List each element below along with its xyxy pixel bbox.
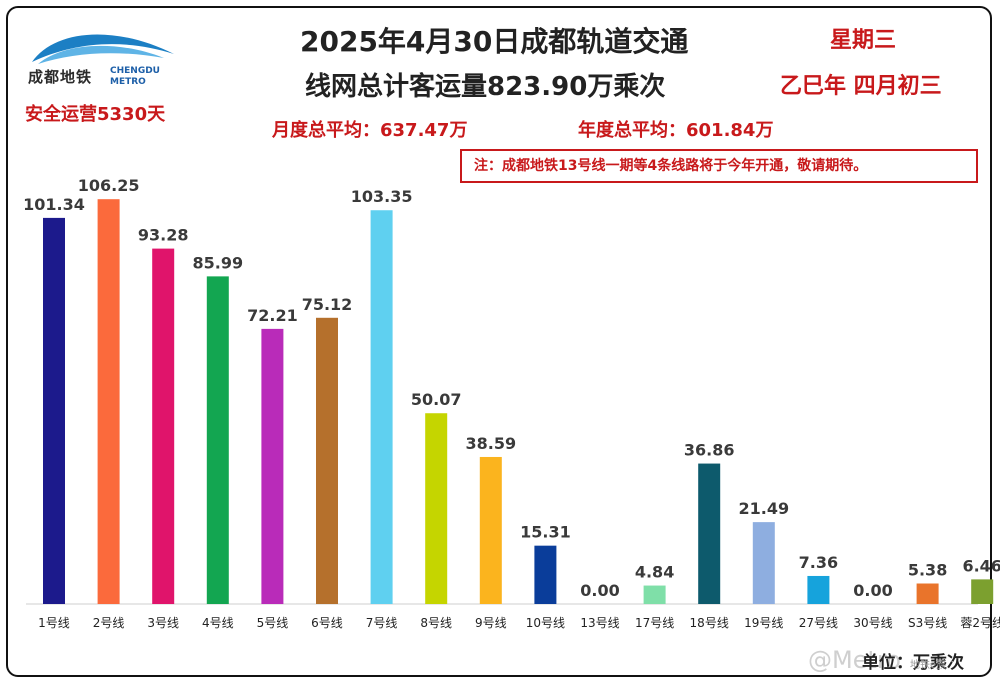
value-label-1: 101.34	[23, 195, 85, 214]
value-label-18: 6.46	[962, 556, 1000, 575]
value-label-17: 5.38	[908, 561, 947, 580]
value-label-14: 21.49	[738, 499, 789, 518]
category-label-7: 7号线	[366, 616, 398, 630]
value-label-7: 103.35	[351, 187, 413, 206]
category-label-3: 3号线	[147, 616, 179, 630]
bar-17	[916, 583, 939, 604]
note-box: 注：成都地铁13号线一期等4条线路将于今年开通，敬请期待。	[460, 149, 978, 183]
category-label-17: S3号线	[908, 616, 947, 630]
category-label-12: 17号线	[635, 616, 674, 630]
category-label-9: 9号线	[475, 616, 507, 630]
bar-13	[698, 463, 721, 604]
lunar-date-label: 乙巳年 四月初三	[780, 74, 942, 99]
bar-3	[152, 248, 175, 604]
value-label-15: 7.36	[799, 553, 838, 572]
category-label-15: 27号线	[799, 616, 838, 630]
logo-name-cn: 成都地铁	[28, 68, 93, 86]
monthly-average: 月度总平均：637.47万	[272, 120, 468, 141]
bar-4	[206, 276, 229, 604]
bar-14	[752, 522, 775, 604]
value-label-16: 0.00	[853, 581, 892, 600]
value-label-4: 85.99	[192, 253, 243, 272]
category-label-6: 6号线	[311, 616, 343, 630]
value-label-6: 75.12	[302, 295, 353, 314]
watermark-site: 地铁e族	[910, 660, 947, 671]
value-label-12: 4.84	[635, 563, 674, 582]
value-label-5: 72.21	[247, 306, 298, 325]
bar-8	[425, 413, 448, 604]
value-label-13: 36.86	[684, 441, 735, 460]
chengdu-metro-logo	[32, 34, 174, 64]
weekday-label: 星期三	[830, 28, 897, 53]
logo-name-en-line2: METRO	[110, 77, 146, 87]
bar-12	[643, 585, 666, 604]
category-label-13: 18号线	[690, 616, 729, 630]
value-label-10: 15.31	[520, 523, 571, 542]
bar-5	[261, 328, 284, 604]
category-label-14: 19号线	[744, 616, 783, 630]
logo-name-en-line1: CHENGDU	[110, 66, 160, 76]
bar-6	[316, 317, 338, 604]
category-label-4: 4号线	[202, 616, 234, 630]
category-label-2: 2号线	[93, 616, 125, 630]
category-label-10: 10号线	[526, 616, 565, 630]
category-label-1: 1号线	[38, 616, 70, 630]
value-label-2: 106.25	[78, 176, 140, 195]
value-label-9: 38.59	[465, 434, 516, 453]
bar-10	[534, 545, 557, 604]
safety-days: 安全运营5330天	[25, 104, 166, 125]
value-label-3: 93.28	[138, 226, 189, 245]
category-label-16: 30号线	[853, 616, 892, 630]
bar-15	[807, 575, 830, 604]
bar-9	[479, 456, 502, 604]
category-label-5: 5号线	[257, 616, 289, 630]
page-title: 2025年4月30日成都轨道交通	[300, 25, 689, 58]
unit-label: 单位：万乘次	[862, 653, 964, 673]
bar-7	[370, 210, 393, 604]
value-label-8: 50.07	[411, 390, 462, 409]
bar-18	[971, 579, 994, 604]
category-label-18: 蓉2号线	[960, 616, 1000, 630]
logo-name-en: CHENGDU METRO	[110, 66, 160, 88]
bar-1	[43, 217, 65, 604]
bar-2	[97, 199, 120, 604]
page-subtitle: 线网总计客运量823.90万乘次	[305, 72, 666, 102]
category-label-11: 13号线	[580, 616, 619, 630]
yearly-average: 年度总平均：601.84万	[578, 120, 774, 141]
value-label-11: 0.00	[580, 581, 619, 600]
watermark: @Metro	[808, 646, 901, 674]
category-label-8: 8号线	[420, 616, 452, 630]
